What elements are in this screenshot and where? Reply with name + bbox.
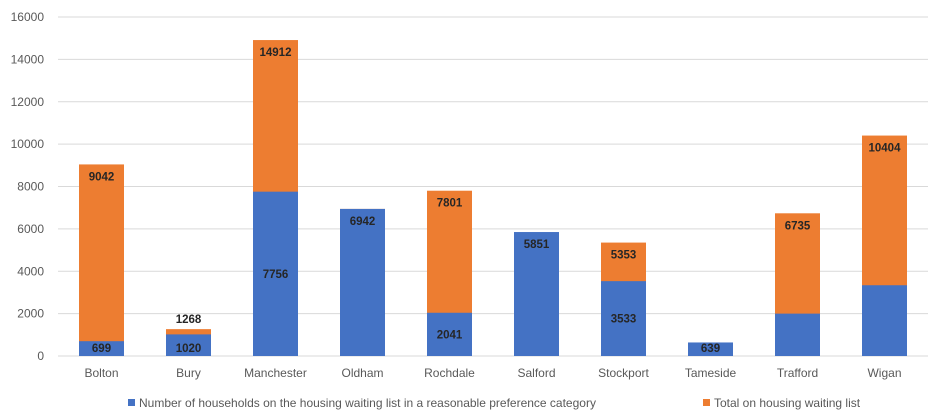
y-tick-label: 0 <box>37 349 44 363</box>
x-category-label: Stockport <box>598 366 649 380</box>
y-tick-label: 8000 <box>17 180 44 194</box>
bar-reasonable-preference <box>79 341 124 356</box>
bar-reasonable-preference <box>166 334 211 356</box>
x-category-label: Salford <box>517 366 555 380</box>
bars <box>79 40 907 356</box>
legend-label: Number of households on the housing wait… <box>139 396 596 410</box>
legend: Number of households on the housing wait… <box>128 396 861 410</box>
x-category-label: Bury <box>176 366 201 380</box>
x-category-label: Trafford <box>777 366 818 380</box>
bar-total-waiting-list <box>79 164 124 356</box>
data-label-total: 1268 <box>176 314 202 326</box>
data-label-reasonable-preference: 5851 <box>524 239 550 251</box>
y-axis-tick-labels: 0 2000 4000 6000 8000 10000 12000 14000 16000 <box>11 10 45 363</box>
bar-reasonable-preference <box>427 312 472 356</box>
bar-reasonable-preference <box>862 285 907 356</box>
gridlines <box>58 16 928 357</box>
x-category-label: Bolton <box>84 366 118 380</box>
data-label-reasonable-preference: 2041 <box>437 329 463 341</box>
data-label-total: 5353 <box>611 250 637 262</box>
legend-label: Total on housing waiting list <box>714 396 861 410</box>
bar-reasonable-preference <box>775 313 820 356</box>
data-label-total: 9042 <box>89 171 115 183</box>
x-axis-category-labels: Bolton Bury Manchester Oldham Rochdale Salfor… <box>84 366 901 380</box>
data-label-reasonable-preference: 639 <box>701 343 720 355</box>
x-category-label: Rochdale <box>424 366 475 380</box>
bar-reasonable-preference <box>253 191 298 356</box>
x-category-label: Oldham <box>341 366 383 380</box>
y-tick-label: 14000 <box>11 52 45 66</box>
y-tick-label: 2000 <box>17 307 44 321</box>
data-label-reasonable-preference: 7756 <box>263 269 289 281</box>
data-label-reasonable-preference: 699 <box>92 343 111 355</box>
data-label-total: 10404 <box>869 143 902 155</box>
data-label-total: 7801 <box>437 198 463 210</box>
x-category-label: Manchester <box>244 366 307 380</box>
data-label-total: 6735 <box>785 220 811 232</box>
data-label-reasonable-preference: 6942 <box>350 216 376 228</box>
bar-reasonable-preference <box>514 232 559 356</box>
legend-swatch <box>128 399 135 406</box>
y-tick-label: 12000 <box>11 95 45 109</box>
legend-swatch <box>703 399 710 406</box>
data-label-total: 14912 <box>260 47 292 59</box>
y-tick-label: 4000 <box>17 264 44 278</box>
data-label-reasonable-preference: 1020 <box>176 343 202 355</box>
x-category-label: Wigan <box>867 366 901 380</box>
x-category-label: Tameside <box>685 366 737 380</box>
y-tick-label: 6000 <box>17 222 44 236</box>
data-label-reasonable-preference: 3533 <box>611 314 637 326</box>
y-tick-label: 16000 <box>11 10 45 24</box>
bar-reasonable-preference <box>340 208 385 356</box>
bar-reasonable-preference <box>601 281 646 356</box>
y-tick-label: 10000 <box>11 137 45 151</box>
bar-reasonable-preference <box>688 342 733 356</box>
data-labels: 699 1020 7756 6942 2041 5851 3533 639 9042 1268 14… <box>89 47 901 355</box>
